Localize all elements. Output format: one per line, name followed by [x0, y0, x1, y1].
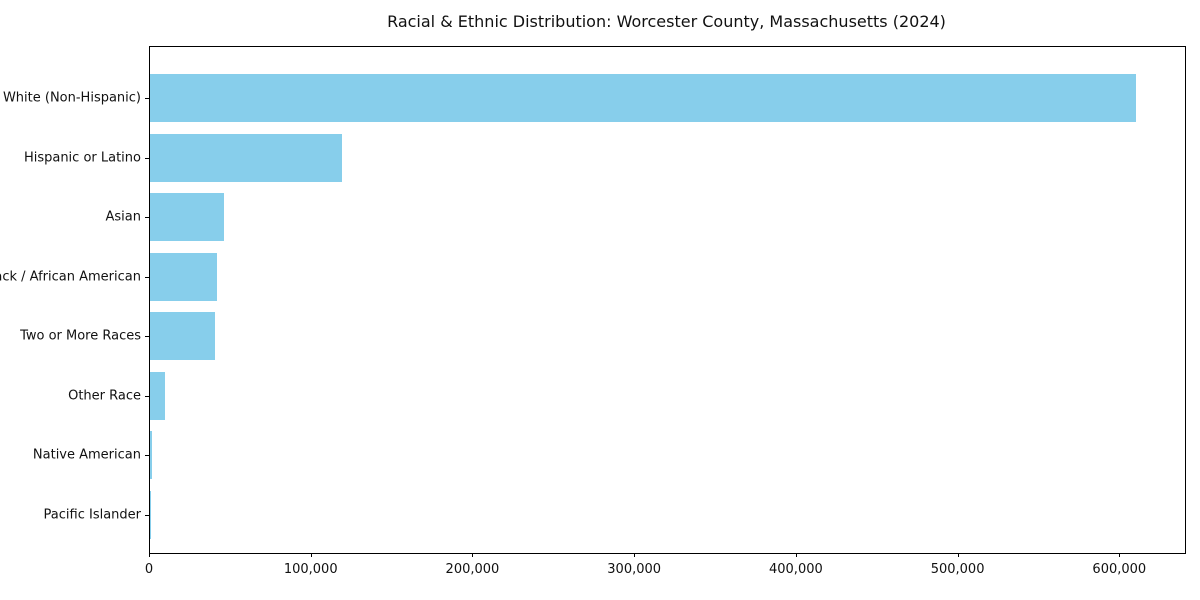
- bar-asian: [150, 193, 225, 242]
- y-tick-label: Asian: [105, 209, 141, 225]
- y-tick-mark: [145, 276, 149, 278]
- x-tick-mark: [1119, 553, 1121, 557]
- x-tick-mark: [472, 553, 474, 557]
- x-tick-mark: [957, 553, 959, 557]
- y-tick-label: Pacific Islander: [43, 507, 141, 523]
- x-tick-label: 300,000: [607, 562, 662, 577]
- x-tick-label: 600,000: [1092, 562, 1147, 577]
- y-tick-mark: [145, 455, 149, 457]
- y-tick-mark: [145, 157, 149, 159]
- x-tick-mark: [634, 553, 636, 557]
- chart-title: Racial & Ethnic Distribution: Worcester …: [387, 12, 946, 31]
- y-tick-mark: [145, 98, 149, 99]
- bar-native-american: [150, 431, 152, 480]
- bar-other-race: [150, 371, 166, 420]
- y-tick-label: White (Non-Hispanic): [2, 90, 141, 106]
- x-tick-mark: [795, 553, 797, 557]
- x-tick-label: 500,000: [930, 562, 985, 577]
- bar-black-african-american: [150, 252, 218, 301]
- bar-two-or-more-races: [150, 312, 215, 361]
- y-tick-mark: [145, 336, 149, 338]
- x-tick-label: 100,000: [283, 562, 338, 577]
- y-tick-mark: [145, 395, 149, 397]
- y-tick-label: Other Race: [68, 388, 141, 404]
- x-tick-mark: [310, 553, 312, 557]
- x-tick-label: 0: [144, 562, 154, 577]
- y-tick-label: Native American: [32, 447, 141, 463]
- y-tick-mark: [145, 217, 149, 219]
- y-tick-mark: [145, 514, 149, 516]
- y-tick-label: Two or More Races: [20, 328, 141, 344]
- x-tick-label: 400,000: [768, 562, 823, 577]
- y-tick-label: Hispanic or Latino: [23, 150, 141, 166]
- x-tick-mark: [149, 553, 150, 557]
- plot-area: [149, 46, 1186, 554]
- bar-white-non-hispanic: [150, 74, 1137, 122]
- bar-hispanic-or-latino: [150, 133, 342, 182]
- y-tick-label: Black / African American: [0, 269, 141, 285]
- x-tick-label: 200,000: [445, 562, 500, 577]
